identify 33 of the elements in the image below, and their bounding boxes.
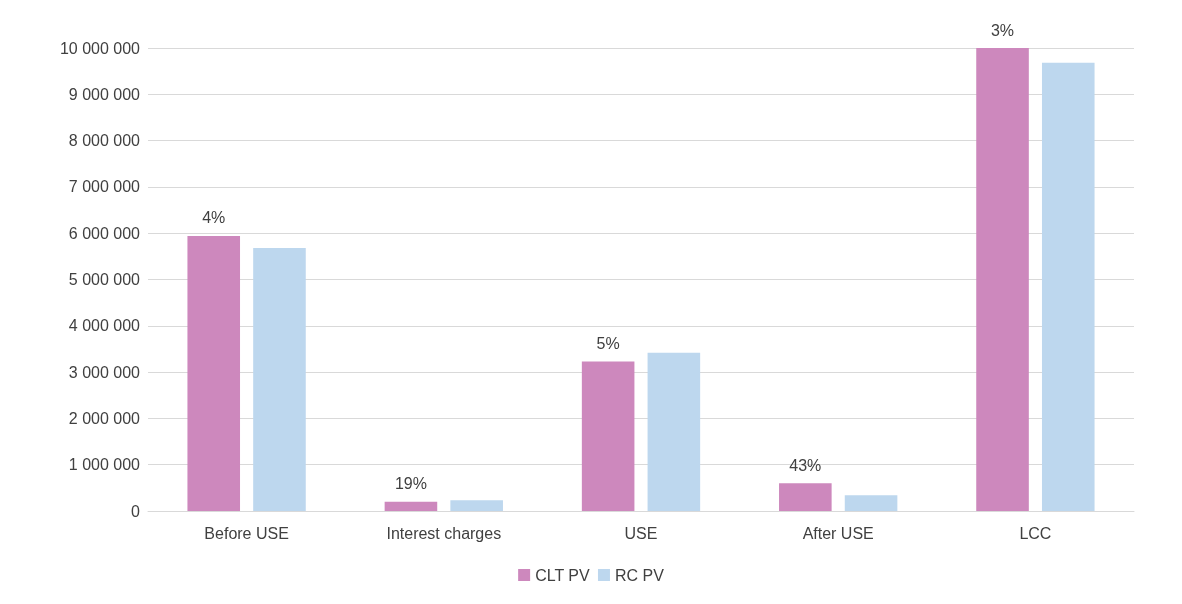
bar <box>581 361 635 511</box>
y-tick-label: 0 <box>131 502 141 520</box>
y-tick-label: 2 000 000 <box>68 409 141 427</box>
bar <box>384 501 438 511</box>
x-tick-label: Before USE <box>204 524 289 542</box>
y-tick-label: 1 000 000 <box>68 456 141 474</box>
bar <box>450 500 503 511</box>
bar <box>779 483 832 511</box>
y-tick-label: 3 000 000 <box>68 363 141 381</box>
bar <box>976 48 1029 511</box>
y-tick-label: 4 000 000 <box>68 317 141 335</box>
annotation: 19% <box>394 475 427 493</box>
bar <box>647 352 701 511</box>
x-tick-label: LCC <box>1019 524 1052 542</box>
x-tick-label: After USE <box>802 524 874 542</box>
text: 3% <box>990 21 1015 39</box>
y-tick-label: 8 000 000 <box>68 132 141 150</box>
y-tick-label: 7 000 000 <box>68 178 141 196</box>
legend-label: CLT PV <box>535 566 590 584</box>
y-tick-label: 9 000 000 <box>68 85 141 103</box>
y-tick-label: 10 000 000 <box>59 39 141 57</box>
y-tick-label: 5 000 000 <box>68 271 141 288</box>
legend-label: RC PV <box>614 566 665 584</box>
y-tick-label: 6 000 000 <box>68 224 141 242</box>
annotation: 5% <box>596 334 620 352</box>
x-tick-label: Interest charges <box>386 524 502 542</box>
annotation: 4% <box>202 209 226 227</box>
bar <box>844 495 898 511</box>
annotation: 43% <box>789 456 822 474</box>
bar <box>253 248 306 511</box>
bar <box>187 235 241 511</box>
x-tick-label: USE <box>624 524 658 542</box>
bar <box>1041 62 1095 511</box>
